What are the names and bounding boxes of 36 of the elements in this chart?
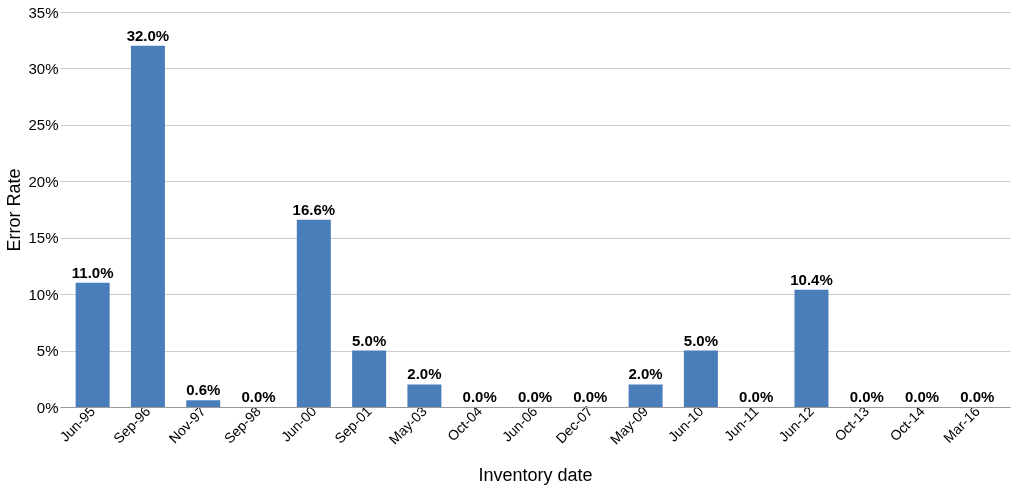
x-axis-title: Inventory date — [478, 465, 593, 486]
bar — [352, 350, 387, 407]
data-label: 0.0% — [739, 388, 774, 405]
data-label: 11.0% — [71, 263, 114, 281]
bar — [628, 384, 663, 407]
bar — [75, 282, 110, 407]
data-label: 16.6% — [292, 200, 336, 218]
data-label: 0.0% — [462, 388, 497, 405]
y-tick-label: 15% — [28, 229, 59, 247]
data-label: 32.0% — [126, 26, 170, 44]
data-label: 10.4% — [790, 270, 833, 288]
bar — [794, 289, 829, 407]
data-label: 5.0% — [352, 331, 387, 349]
data-label: 0.0% — [904, 388, 940, 405]
data-label: 0.0% — [960, 388, 995, 405]
bar — [407, 384, 442, 407]
data-label: 0.0% — [517, 388, 553, 405]
y-tick-label: 35% — [28, 3, 59, 21]
bar — [683, 350, 718, 407]
y-tick-label: 25% — [28, 116, 59, 134]
y-tick-label: 30% — [28, 59, 59, 77]
data-label: 2.0% — [628, 365, 663, 383]
bar — [296, 219, 331, 407]
y-axis-title: Error Rate — [4, 168, 25, 252]
y-tick-label: 20% — [28, 172, 59, 190]
data-label: 0.0% — [849, 388, 884, 405]
data-label: 0.0% — [241, 388, 276, 405]
data-label: 2.0% — [407, 365, 442, 383]
y-tick-label: 10% — [28, 285, 59, 303]
bar — [186, 400, 221, 407]
data-label: 0.0% — [573, 388, 608, 405]
y-tick-label: 5% — [36, 342, 59, 360]
data-label: 0.6% — [186, 381, 221, 399]
y-tick-label: 0% — [36, 398, 59, 416]
data-label: 5.0% — [683, 331, 718, 349]
bar — [130, 45, 165, 407]
